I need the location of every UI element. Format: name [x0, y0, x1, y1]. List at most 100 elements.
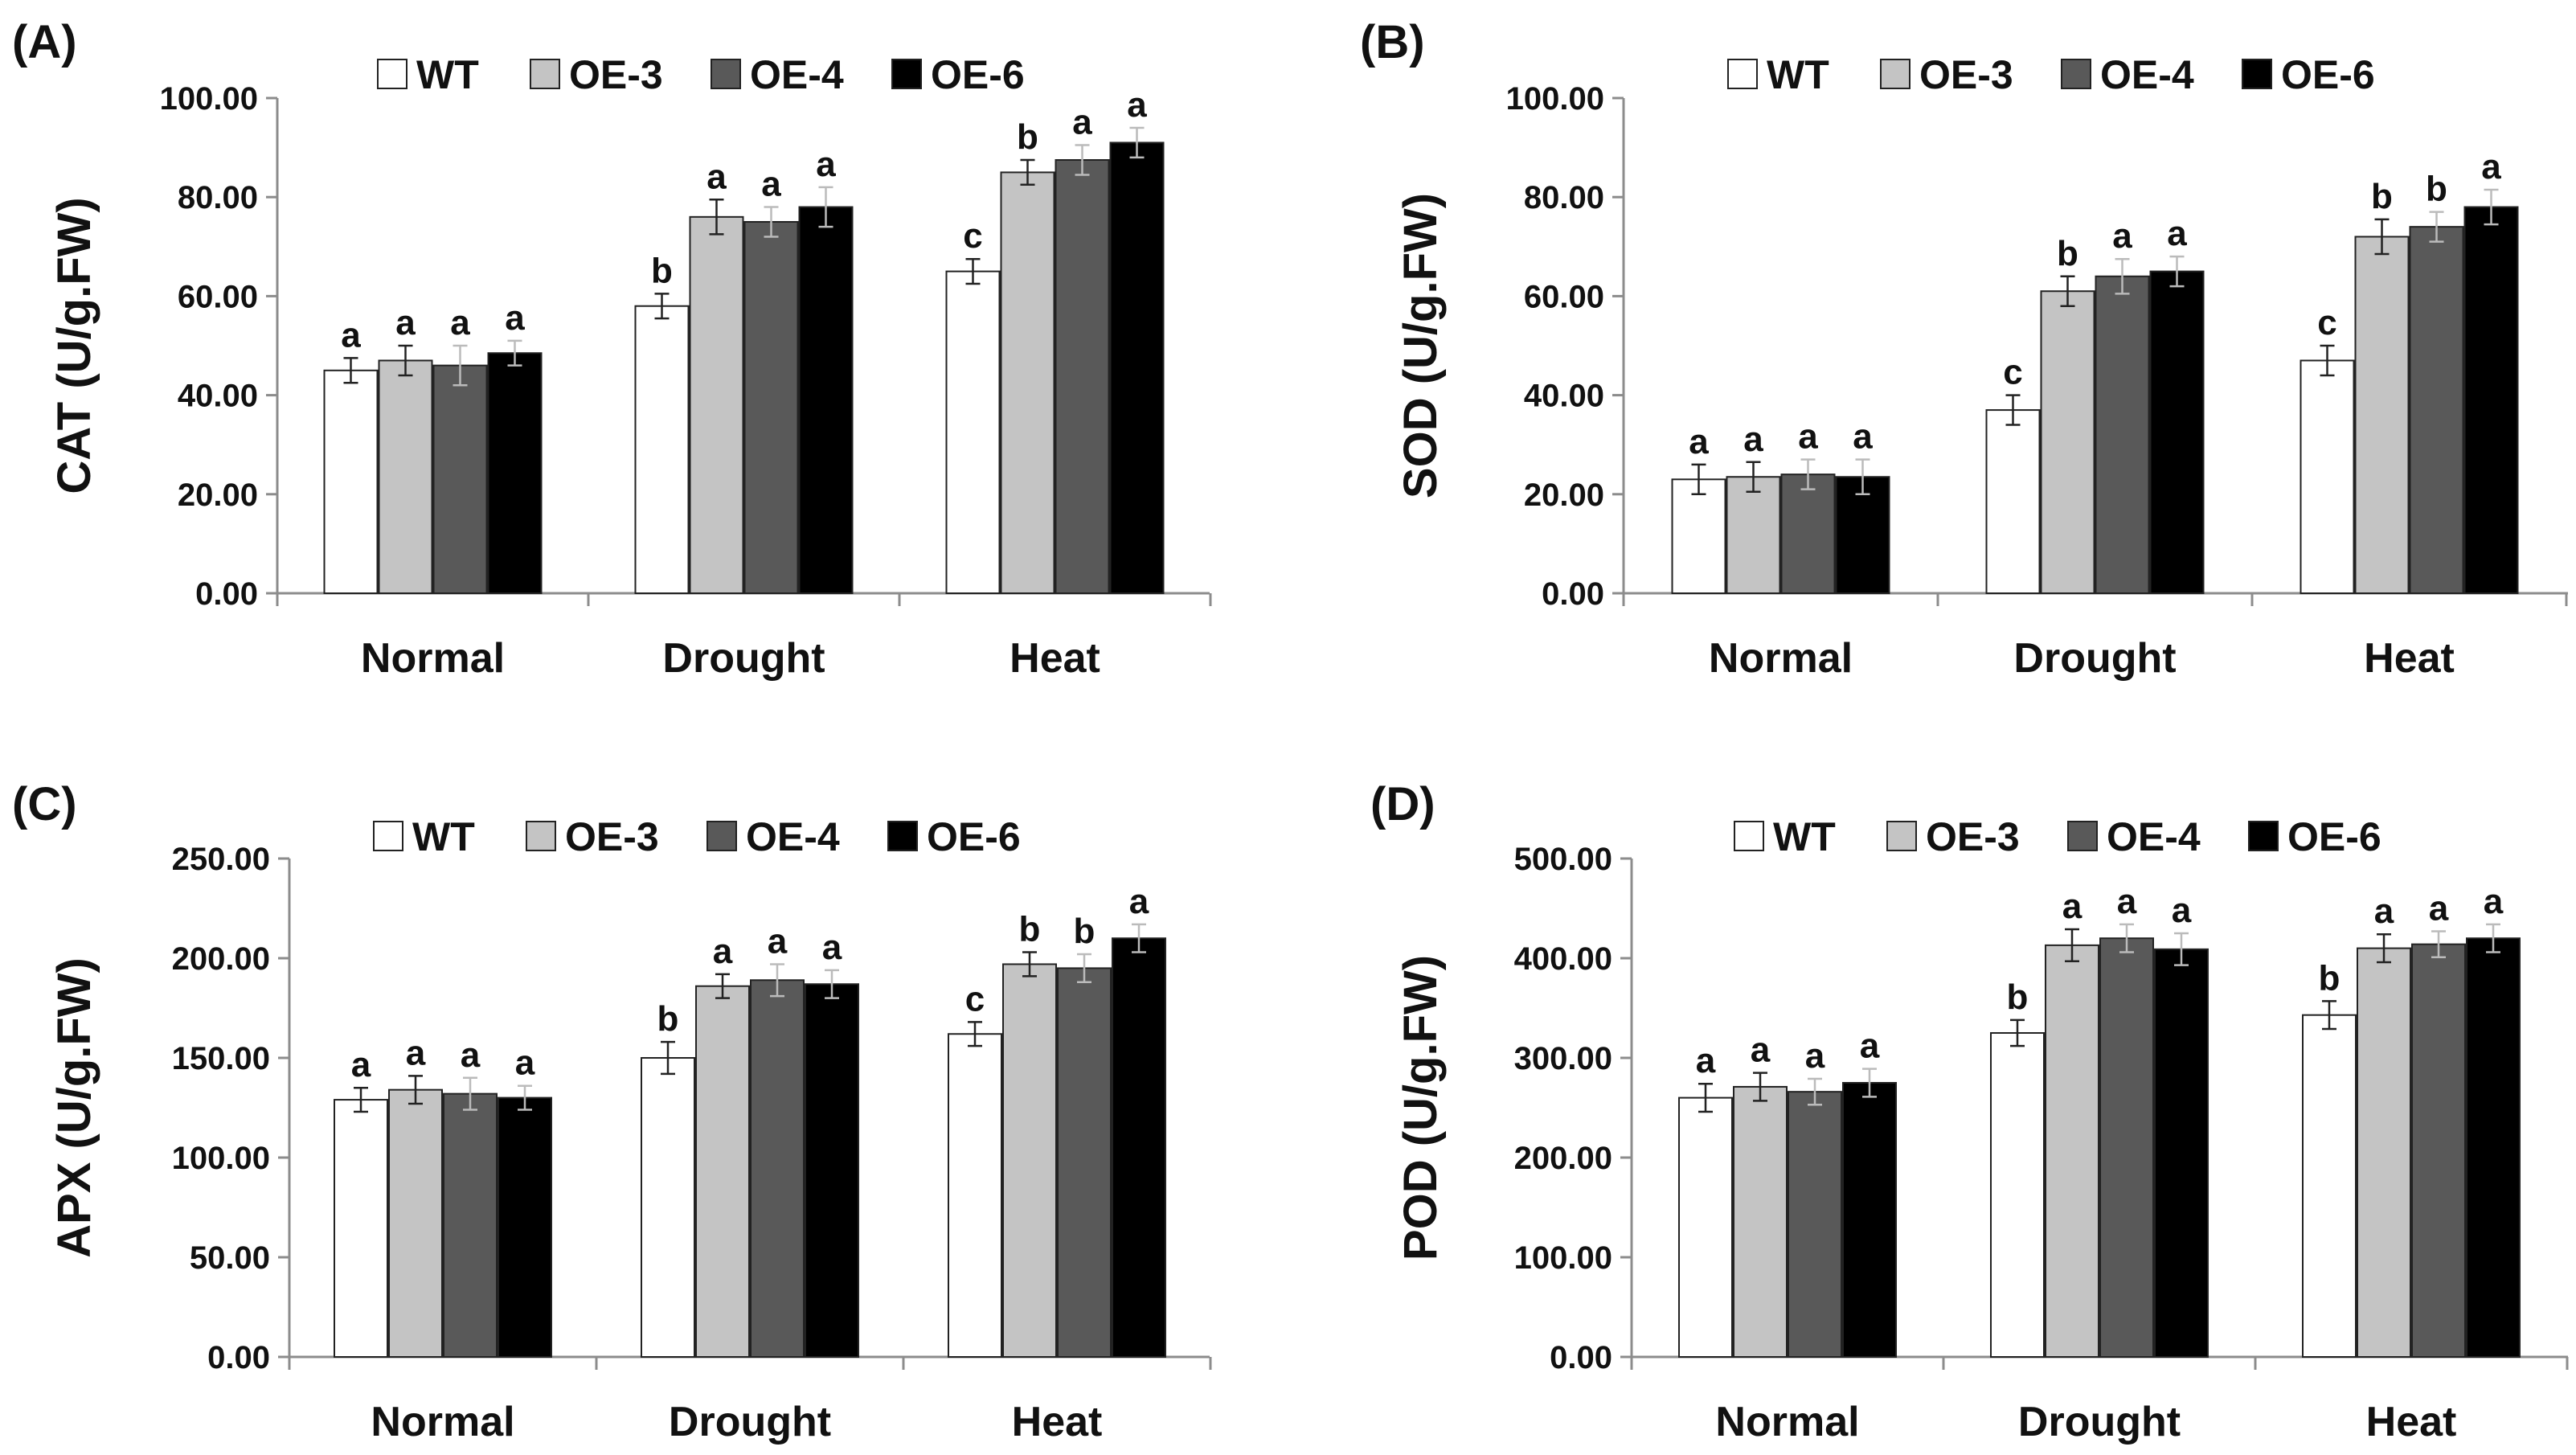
error-bar — [825, 969, 839, 999]
x-tick-label: Heat — [2364, 635, 2455, 682]
x-tick-label: Drought — [662, 635, 825, 682]
y-tick-label: 80.00 — [1524, 180, 1604, 215]
significance-label: a — [1129, 882, 1149, 921]
panel-sod: (B) 0.00 20.00 40.00 60.00 80.00 100.00 SOD (U/… — [1360, 16, 2568, 682]
y-tick-label: 0.00 — [1550, 1340, 1612, 1375]
legend: WT OE-3 OE-4 OE-6 — [373, 814, 1021, 859]
error-bar — [965, 257, 981, 285]
bar-oe-6 — [498, 1096, 552, 1358]
legend-item-oe-4: OE-4 — [706, 814, 840, 859]
bar-oe-3 — [388, 1088, 443, 1359]
x-tick-label: Normal — [371, 1399, 514, 1445]
legend-item-oe-4: OE-4 — [2067, 814, 2201, 859]
significance-label: a — [2062, 887, 2083, 926]
error-bar — [1746, 461, 1761, 493]
legend-swatch — [377, 59, 407, 89]
significance-label: a — [395, 303, 416, 342]
bar-oe-6 — [798, 206, 854, 594]
legend-item-oe-6: OE-6 — [891, 52, 1025, 97]
significance-label: c — [2317, 303, 2336, 342]
significance-label: a — [2429, 889, 2449, 928]
y-axis-label: CAT (U/g.FW) — [48, 197, 100, 494]
significance-label: a — [450, 303, 470, 342]
legend-swatch — [2061, 59, 2091, 89]
legend: WT OE-3 OE-4 OE-6 — [1727, 52, 2375, 97]
error-bar — [654, 293, 670, 320]
significance-label: b — [2371, 177, 2393, 216]
error-bar — [2060, 275, 2075, 307]
y-axis-label: SOD (U/g.FW) — [1394, 193, 1447, 498]
bar-oe-6 — [1112, 937, 1166, 1358]
legend-swatch — [2242, 59, 2272, 89]
bar-oe-3 — [1733, 1085, 1788, 1358]
significance-label: a — [2374, 891, 2394, 931]
significance-label: c — [963, 216, 982, 256]
significance-label: a — [2172, 891, 2192, 930]
significance-label: a — [1696, 1041, 1716, 1080]
bar-oe-6 — [487, 352, 543, 594]
y-tick-label: 400.00 — [1514, 941, 1612, 977]
panel-label: (A) — [12, 16, 77, 68]
error-bar — [1020, 158, 1035, 186]
error-bar — [1698, 1082, 1713, 1113]
significance-label: a — [1798, 417, 1818, 457]
x-tick-label: Normal — [1715, 1399, 1859, 1445]
significance-label: a — [2117, 882, 2137, 921]
bar-oe-3 — [2040, 290, 2095, 594]
significance-label: b — [1074, 912, 1096, 951]
bar-wt — [945, 270, 1001, 594]
legend-swatch — [887, 821, 918, 851]
significance-label: b — [1017, 117, 1038, 157]
legend-item-oe-3: OE-3 — [526, 814, 659, 859]
significance-label: a — [1743, 420, 1763, 459]
y-tick-label: 40.00 — [1524, 379, 1604, 414]
bar-wt — [1990, 1032, 2045, 1358]
y-tick-label: 100.00 — [172, 1141, 270, 1176]
panel-cat: (A) 0.00 20.00 40.00 60.00 80.00 100.00 CAT (U/… — [12, 16, 1212, 682]
legend-label: OE-3 — [1926, 814, 2020, 859]
y-tick-label: 150.00 — [172, 1041, 270, 1076]
bar-oe-6 — [805, 983, 859, 1358]
significance-label: a — [2112, 216, 2132, 256]
x-tick-label: Drought — [669, 1399, 831, 1445]
legend-label: OE-6 — [927, 814, 1021, 859]
error-bar — [354, 1086, 368, 1113]
significance-label: a — [2484, 882, 2504, 921]
significance-label: a — [515, 1043, 535, 1083]
error-bar — [709, 199, 724, 236]
bar-oe-4 — [743, 221, 799, 594]
significance-label: a — [505, 298, 525, 338]
legend-label: OE-4 — [2107, 814, 2201, 859]
legend-swatch — [530, 59, 560, 89]
bar-wt — [1985, 409, 2041, 594]
legend-swatch — [2248, 821, 2279, 851]
legend-item-oe-6: OE-6 — [887, 814, 1021, 859]
legend-item-wt: WT — [377, 52, 479, 97]
significance-label: a — [1127, 85, 1147, 125]
legend-label: OE-3 — [569, 52, 663, 97]
bar-oe-6 — [1835, 476, 1890, 594]
y-tick-label: 0.00 — [195, 576, 258, 612]
significance-label: a — [406, 1033, 426, 1072]
legend-item-wt: WT — [1734, 814, 1836, 859]
legend-item-oe-3: OE-3 — [530, 52, 663, 97]
legend-swatch — [526, 821, 556, 851]
legend-item-oe-4: OE-4 — [2061, 52, 2194, 97]
bar-wt — [634, 305, 690, 594]
legend-label: WT — [416, 52, 479, 97]
significance-label: a — [816, 145, 836, 184]
legend-item-oe-4: OE-4 — [711, 52, 844, 97]
panel-pod: (D) 0.00 100.00 200.00 300.00 400.00 500.00 POD… — [1370, 778, 2569, 1445]
error-bar — [408, 1075, 423, 1105]
significance-label: b — [651, 251, 673, 290]
error-bar — [1753, 1072, 1767, 1102]
error-bar — [764, 206, 779, 238]
bar-oe-3 — [2354, 236, 2410, 594]
error-bar — [1691, 463, 1706, 496]
significance-label: a — [461, 1035, 481, 1075]
error-bar — [2174, 932, 2189, 966]
legend-swatch — [1886, 821, 1917, 851]
error-bar — [507, 339, 522, 367]
bar-wt — [334, 1099, 388, 1358]
bar-wt — [2302, 1014, 2357, 1359]
